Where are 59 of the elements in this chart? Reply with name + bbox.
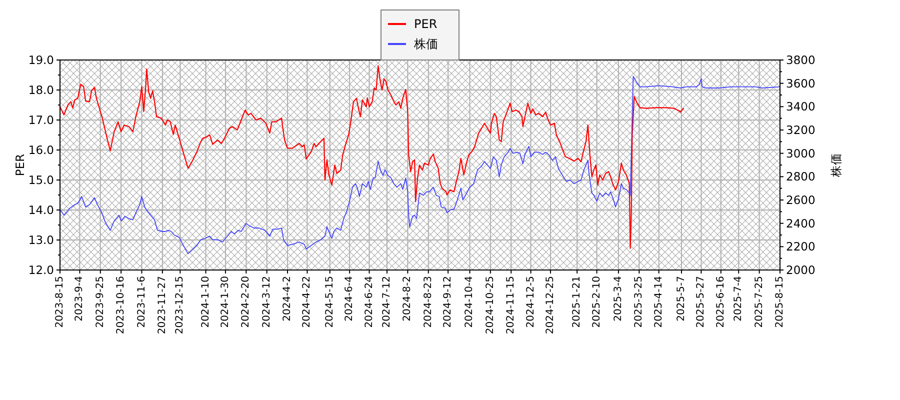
x-tick-label: 2025-7-25: [754, 276, 765, 328]
y-tick-label: 14.0: [28, 203, 54, 217]
x-tick-label: 2024-4-2: [282, 276, 294, 322]
x-tick-label: 2024-8-23: [422, 276, 434, 328]
x-tick-label: 2024-5-15: [324, 276, 336, 328]
x-tick-label: 2024-12-25: [545, 276, 556, 334]
y2-tick-label: 3000: [786, 146, 816, 160]
y-tick-label: 12.0: [28, 263, 54, 277]
x-tick-label: 2023-10-16: [116, 276, 127, 334]
y2-tick-label: 2200: [786, 240, 816, 254]
x-tick-label: 2024-1-10: [200, 276, 212, 328]
y-tick-label: 16.0: [28, 143, 54, 157]
x-tick-label: 2025-1-21: [572, 276, 583, 328]
y2-axis-title: 株価: [829, 153, 843, 178]
x-tick-label: 2025-4-14: [653, 276, 664, 328]
x-tick-label: 2025-7-4: [733, 276, 744, 322]
y2-tick-label: 2000: [786, 263, 816, 277]
x-tick-label: 2025-2-10: [591, 276, 602, 328]
x-tick-label: 2024-6-4: [344, 276, 356, 322]
y2-tick-label: 2600: [786, 193, 816, 207]
x-tick-label: 2025-3-25: [634, 276, 645, 328]
y2-tick-label: 2800: [786, 170, 816, 184]
x-tick-label: 2024-2-20: [240, 276, 252, 328]
y2-tick-label: 3400: [786, 100, 816, 114]
y2-tick-label: 3600: [786, 76, 816, 90]
x-tick-label: 2024-9-12: [442, 276, 454, 328]
x-tick-label: 2024-1-30: [220, 276, 231, 328]
x-tick-label: 2023-8-15: [54, 276, 66, 328]
x-tick-label: 2023-12-15: [174, 276, 186, 334]
line-series: [60, 65, 684, 249]
x-tick-label: 2024-10-4: [464, 276, 476, 328]
x-tick-label: 2023-9-25: [94, 276, 106, 328]
x-tick-label: 2025-5-27: [696, 276, 707, 328]
y2-tick-label: 3800: [786, 53, 816, 67]
x-tick-label: 2025-8-15: [774, 276, 786, 328]
y-tick-label: 19.0: [28, 53, 54, 67]
legend-label: PER: [414, 17, 438, 31]
y-axis-title: PER: [13, 154, 27, 176]
x-tick-label: 2023-11-27: [156, 276, 168, 334]
x-tick-label: 2024-3-12: [261, 276, 272, 328]
x-tick-label: 2023-9-4: [74, 276, 86, 322]
x-tick-label: 2023-11-6: [136, 276, 148, 328]
x-tick-label: 2024-6-24: [364, 276, 375, 328]
y-tick-label: 18.0: [28, 83, 54, 97]
y-tick-label: 15.0: [28, 173, 54, 187]
x-tick-label: 2024-4-22: [302, 276, 313, 328]
x-tick-label: 2025-6-16: [715, 276, 726, 328]
legend-label: 株価: [413, 37, 438, 51]
x-tick-label: 2024-12-5: [525, 276, 536, 328]
y-tick-label: 13.0: [28, 233, 54, 247]
y2-tick-label: 2400: [786, 216, 816, 230]
y-tick-label: 17.0: [28, 113, 54, 127]
y2-tick-label: 3200: [786, 123, 816, 137]
x-tick-label: 2024-11-15: [506, 276, 517, 334]
x-tick-label: 2024-8-2: [402, 276, 414, 322]
x-tick-label: 2025-3-4: [612, 276, 624, 322]
x-tick-label: 2024-10-25: [484, 276, 496, 334]
x-tick-label: 2024-7-12: [382, 276, 393, 328]
x-tick-label: 2025-5-7: [676, 276, 688, 322]
